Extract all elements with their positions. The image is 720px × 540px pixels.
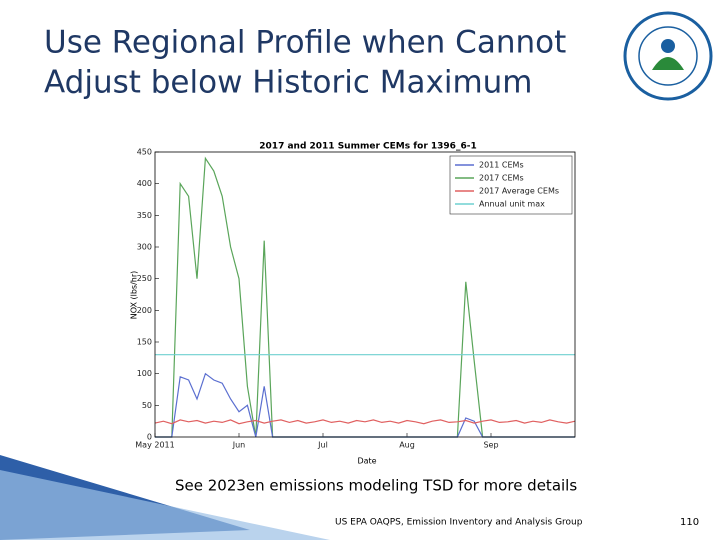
x-tick-label: Sep [483, 441, 498, 450]
x-tick-label: Aug [399, 441, 415, 450]
y-tick-label: 100 [137, 369, 152, 378]
y-tick-label: 450 [137, 148, 152, 157]
x-axis-label: Date [357, 457, 376, 466]
legend-label: 2017 CEMs [479, 174, 524, 183]
plot-frame [154, 151, 576, 438]
y-tick-label: 150 [137, 338, 152, 347]
legend-label: 2011 CEMs [479, 161, 524, 170]
y-tick-label: 200 [137, 306, 152, 315]
x-tick-label: May 2011 [135, 441, 174, 450]
x-tick-label: Jul [317, 441, 328, 450]
footer: US EPA OAQPS, Emission Inventory and Ana… [335, 518, 583, 528]
y-tick-label: 400 [137, 179, 152, 188]
y-tick-label: 350 [137, 211, 152, 220]
decoration [0, 470, 330, 540]
caption: See 2023en emissions modeling TSD for mo… [175, 477, 577, 495]
y-axis-label: NOX (lbs/hr) [130, 271, 139, 320]
y-tick-label: 300 [137, 243, 152, 252]
epa-logo [623, 11, 713, 101]
plot: 0 50 100 150 200 250 300 350 400 450 May 2011 Jun Ju… [135, 148, 576, 450]
legend-label: 2017 Average CEMs [479, 187, 559, 196]
y-tick-label: 0 [147, 433, 152, 442]
slide-title: Adjust below Historic Maximum [44, 65, 533, 101]
y-tick-label: 250 [137, 274, 152, 283]
y-tick-label: 50 [142, 401, 152, 410]
slide-title: Use Regional Profile when Cannot [44, 25, 566, 61]
x-tick-label: Jun [232, 441, 246, 450]
chart-title: 2017 and 2011 Summer CEMs for 1396_6-1 [259, 142, 476, 152]
legend-label: Annual unit max [479, 200, 545, 209]
series-line [154, 419, 576, 425]
page-number: 110 [680, 517, 699, 528]
